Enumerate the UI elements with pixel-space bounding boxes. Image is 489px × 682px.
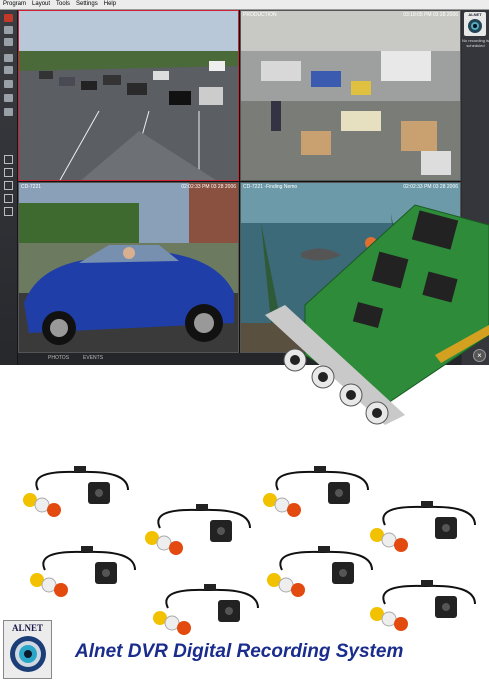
camera-feed-parking[interactable] [18,10,239,181]
card-chip [371,251,409,289]
menu-layout[interactable]: Layout [32,1,51,7]
product-caption: Alnet DVR Digital Recording System [75,641,404,662]
card-chip [422,271,458,303]
feed-timestamp: 02:02:33 PM 03 28 2006 [181,184,236,190]
alnet-logo-small: ALNET [464,12,486,36]
pinhole-camera-icon [29,545,136,598]
camera-lens-icon [468,19,482,33]
feed-label: PRODUCTION [243,12,277,18]
pinhole-camera-icon [152,583,259,636]
card-bracket [265,305,405,425]
dvr-app-window: Program Layout Tools Settings Help [0,0,489,365]
recording-status: No recording is scheduled [462,38,489,48]
pinhole-camera-icon [262,465,369,518]
camera-feed-production[interactable]: PRODUCTION 03:18:05 PM 03 28 2006 [240,10,461,181]
card-gold-contacts [435,325,489,363]
pinhole-camera-icon [369,500,476,553]
alnet-logo-text: ALNET [11,623,43,633]
card-chip [411,210,459,250]
layout-3x3-button[interactable] [4,181,13,190]
layout-1x1-button[interactable] [4,155,13,164]
close-icon[interactable]: × [473,349,486,362]
left-toolbar [0,10,18,365]
camera-feed-car[interactable]: CD-7221 02:02:33 PM 03 28 2006 [18,182,239,353]
production-floor-image [241,11,460,180]
logo-small-text: ALNET [468,12,482,17]
record-button[interactable] [4,14,13,22]
feed-label: CD-7221 -Finding Nemo [243,184,298,190]
search-button[interactable] [4,66,13,74]
pinhole-camera-icon [266,545,373,598]
menu-help[interactable]: Help [103,1,117,7]
pinhole-camera-icon [144,503,251,556]
alnet-logo: ALNET [3,620,52,679]
settings-button[interactable] [4,94,13,102]
bnc-connectors [283,348,389,425]
menu-bar: Program Layout Tools Settings Help [0,0,489,10]
lens-icon [10,636,46,672]
ptz-button[interactable] [4,80,13,88]
pinhole-camera-icon [22,465,129,518]
capture-card [265,204,489,425]
pinhole-camera-icon [369,579,476,632]
menu-tools[interactable]: Tools [56,1,71,7]
tab-events[interactable]: EVENTS [83,355,104,361]
blue-car-image [19,183,238,352]
menu-program[interactable]: Program [3,1,27,7]
feed-label: CD-7221 [21,184,42,190]
camera-grid: PRODUCTION 03:18:05 PM 03 28 2006 CD-722… [18,10,461,353]
camera-button[interactable] [4,26,13,34]
playback-button[interactable] [4,54,13,62]
card-chip [352,301,384,329]
layout-2x2-button[interactable] [4,168,13,177]
layout-4x4-button[interactable] [4,194,13,203]
tab-photos[interactable]: PHOTOS [48,355,70,361]
snapshot-button[interactable] [4,38,13,46]
parking-lot-image [19,11,238,180]
feed-timestamp: 03:18:05 PM 03 28 2006 [403,12,458,18]
layout-custom-button[interactable] [4,207,13,216]
menu-settings[interactable]: Settings [76,1,98,7]
export-button[interactable] [4,108,13,116]
feed-timestamp: 02:02:33 PM 03 28 2006 [403,184,458,190]
